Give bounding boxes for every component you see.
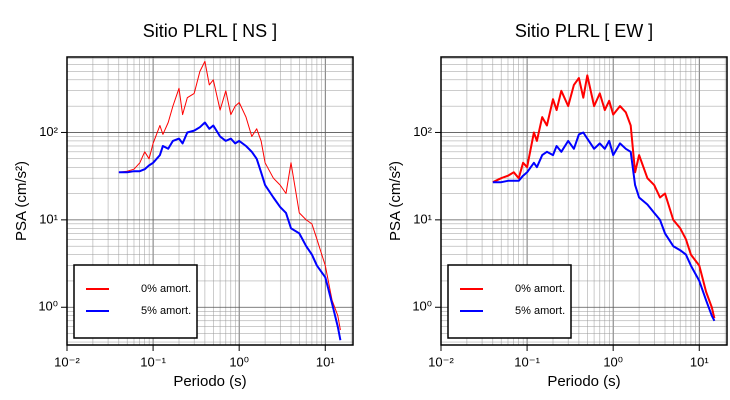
legend-box: [447, 264, 572, 339]
legend-label: 0% amort.: [141, 283, 191, 295]
series-line: [492, 131, 716, 322]
x-tick-label: 10¹: [316, 354, 335, 369]
legend-label: 0% amort.: [515, 283, 565, 295]
y-tick-label: 10²: [39, 124, 58, 139]
x-tick-label: 10⁰: [229, 354, 249, 369]
legend-label: 5% amort.: [141, 305, 191, 317]
x-axis-label: Periodo (s): [547, 373, 620, 390]
y-tick-label: 10²: [413, 124, 432, 139]
x-axis-label: Periodo (s): [173, 373, 246, 390]
series-line: [118, 60, 341, 331]
y-axis-label: PSA (cm/s²): [13, 161, 30, 241]
chart-title: Sitio PLRL [ EW ]: [515, 21, 653, 41]
y-tick-label: 10¹: [39, 211, 58, 226]
plot-frame: [66, 56, 354, 346]
x-tick-label: 10⁻¹: [140, 354, 166, 369]
series-line: [492, 74, 716, 319]
legend-label: 5% amort.: [515, 305, 565, 317]
y-tick-label: 10⁰: [38, 299, 58, 314]
x-tick-label: 10⁻²: [428, 354, 454, 369]
x-tick-label: 10¹: [690, 354, 709, 369]
y-axis-label: PSA (cm/s²): [387, 161, 404, 241]
legend-box: [73, 264, 198, 339]
y-tick-label: 10⁰: [412, 299, 432, 314]
x-tick-label: 10⁻²: [54, 354, 80, 369]
x-tick-label: 10⁰: [603, 354, 623, 369]
x-tick-label: 10⁻¹: [514, 354, 540, 369]
chart-title: Sitio PLRL [ NS ]: [143, 21, 277, 41]
plot-frame: [440, 56, 728, 346]
y-tick-label: 10¹: [413, 211, 432, 226]
series-line: [118, 121, 342, 341]
